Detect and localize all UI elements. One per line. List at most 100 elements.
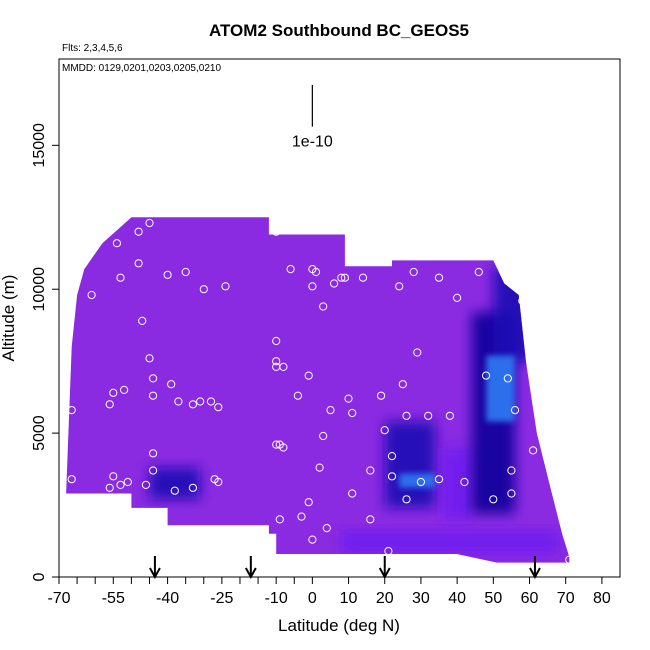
observation-point: [134, 259, 143, 268]
high-concentration-region: [486, 355, 516, 422]
observation-point: [167, 380, 176, 389]
observation-point: [149, 466, 158, 475]
scale-bar: 1e-10: [292, 84, 333, 151]
chart-title: ATOM2 Southbound BC_GEOS5: [209, 21, 469, 40]
observation-point: [366, 515, 375, 524]
observation-point: [272, 227, 281, 236]
flights-subtitle: Flts: 2,3,4,5,6: [62, 43, 123, 54]
observation-point: [387, 452, 397, 461]
x-tick-label: 60: [521, 590, 539, 607]
observation-point: [337, 273, 346, 282]
observation-point: [326, 406, 335, 415]
observation-point: [384, 547, 393, 556]
observation-point: [279, 362, 288, 371]
observation-point: [445, 411, 454, 420]
observation-point: [304, 371, 313, 380]
observation-point: [293, 391, 302, 400]
observation-point: [149, 374, 158, 383]
observation-point: [87, 290, 96, 300]
observation-point: [188, 483, 197, 492]
x-tick-label: 20: [376, 590, 394, 607]
observation-point: [402, 411, 411, 420]
observation-points: [67, 218, 574, 564]
observation-point: [518, 296, 527, 305]
observation-point: [116, 480, 125, 489]
observation-point: [297, 512, 306, 521]
observation-point: [112, 239, 122, 248]
observation-point: [507, 466, 516, 475]
observation-point: [529, 446, 538, 455]
x-tick-label: -70: [47, 590, 70, 607]
observation-point: [460, 477, 469, 487]
observation-point: [109, 388, 118, 397]
observation-point: [319, 431, 328, 441]
observation-point: [206, 397, 216, 406]
observation-point: [286, 265, 295, 274]
observation-point: [311, 267, 321, 277]
x-tick-label: 40: [448, 590, 466, 607]
x-tick-label: -25: [210, 590, 233, 607]
x-tick-label: 10: [340, 590, 358, 607]
observation-point: [141, 480, 150, 489]
observation-point: [174, 397, 183, 406]
observation-point: [196, 397, 205, 406]
observation-point: [149, 391, 158, 400]
observation-point: [398, 380, 407, 389]
observation-point: [272, 357, 281, 366]
observation-point: [340, 273, 349, 282]
observation-point: [482, 371, 491, 380]
observation-point: [489, 495, 498, 504]
observation-point: [308, 535, 317, 544]
observation-point: [272, 440, 281, 449]
observation-point: [272, 336, 281, 346]
observation-point: [275, 515, 284, 524]
observation-point: [344, 394, 353, 403]
observation-point: [67, 475, 76, 484]
observation-point: [510, 406, 520, 415]
observation-point: [348, 489, 357, 498]
observation-point: [503, 374, 512, 383]
y-tick-label: 0: [31, 572, 48, 581]
observation-point: [163, 270, 172, 279]
dark-concentration-region: [341, 530, 559, 554]
observation-point: [348, 408, 357, 418]
x-tick-label: -55: [102, 590, 125, 607]
y-tick-label: 10000: [31, 267, 48, 312]
observation-point: [319, 302, 328, 311]
observation-point: [134, 227, 143, 236]
observation-point: [181, 267, 190, 277]
observation-point: [358, 273, 368, 282]
observation-point: [308, 282, 317, 291]
observation-point: [304, 498, 313, 507]
observation-point: [409, 267, 418, 277]
observation-point: [330, 279, 339, 288]
observation-point: [434, 273, 444, 282]
observation-point: [145, 218, 154, 228]
observation-point: [413, 348, 422, 357]
x-tick-label: 70: [557, 590, 575, 607]
observation-point: [387, 472, 397, 481]
observation-point: [315, 463, 324, 472]
y-tick-label: 15000: [31, 123, 48, 168]
observation-point: [377, 391, 386, 400]
axes: -70 -55 -40 -25 -10 0 10 20 30 40 50 60 70 80 0 5000 100…: [31, 123, 620, 607]
y-tick-label: 5000: [31, 415, 48, 451]
observation-point: [188, 400, 197, 409]
observation-point: [380, 426, 389, 435]
observation-point: [199, 285, 208, 294]
dark-concentration-region: [384, 421, 436, 508]
x-tick-label: 0: [308, 590, 317, 607]
observation-point: [424, 411, 433, 420]
observation-point: [120, 385, 129, 394]
x-tick-label: 50: [484, 590, 502, 607]
observation-point: [149, 449, 158, 458]
observation-point: [109, 472, 118, 481]
observation-point: [105, 483, 114, 492]
x-tick-label: 30: [412, 590, 430, 607]
observation-point: [123, 477, 132, 487]
observation-point: [395, 282, 404, 291]
x-tick-label: -40: [156, 590, 179, 607]
observation-point: [145, 354, 154, 363]
observation-point: [214, 477, 223, 487]
observation-point: [138, 316, 147, 325]
